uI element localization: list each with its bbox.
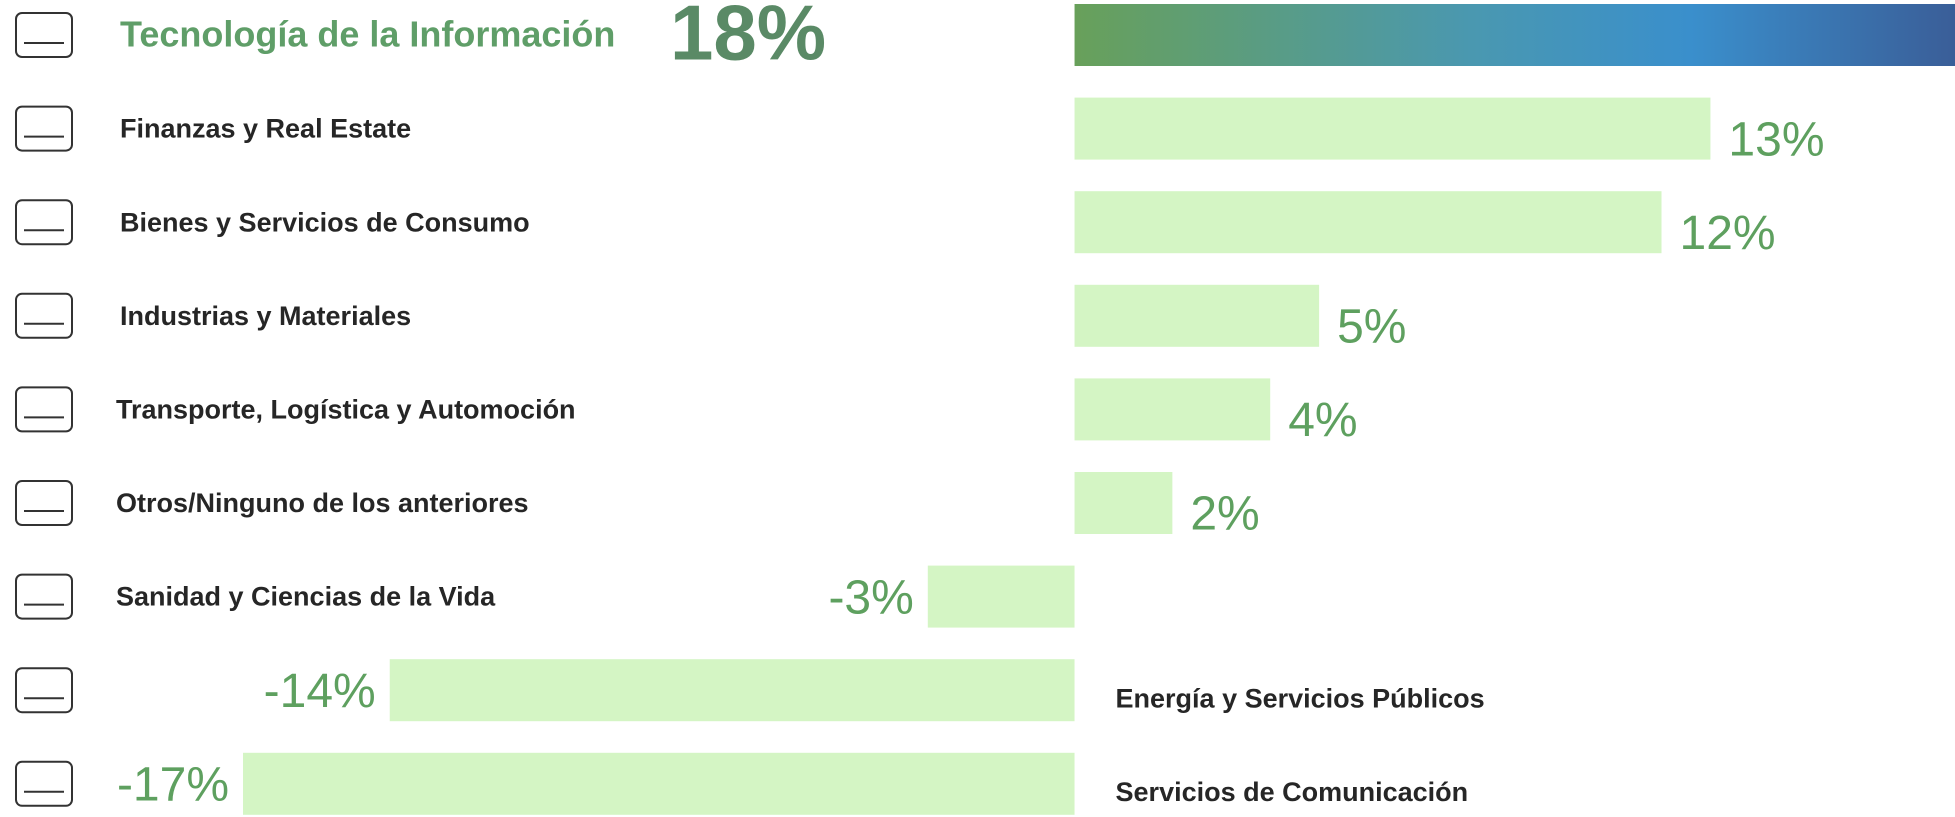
value-label: 5% <box>1337 300 1406 353</box>
category-label: Tecnología de la Información <box>120 14 615 55</box>
bar <box>927 565 1075 628</box>
value-label: 2% <box>1190 488 1259 541</box>
value-label: 4% <box>1288 394 1357 447</box>
category-label: Bienes y Servicios de Consumo <box>120 207 530 237</box>
value-label: -14% <box>264 665 376 718</box>
bar <box>1074 378 1271 441</box>
icon <box>15 573 73 620</box>
category-label: Industrias y Materiales <box>120 301 411 331</box>
bar <box>389 659 1075 722</box>
bar <box>1074 4 1955 66</box>
value-label: 12% <box>1680 207 1776 260</box>
icon <box>15 105 73 152</box>
icon <box>15 199 73 246</box>
icon <box>15 667 73 714</box>
category-label: Finanzas y Real Estate <box>120 114 411 144</box>
category-label: Otros/Ninguno de los anteriores <box>116 488 529 518</box>
bar <box>1074 472 1173 534</box>
category-label: Servicios de Comunicación <box>1116 777 1469 807</box>
bar <box>1074 97 1711 160</box>
bar <box>1074 191 1662 254</box>
bar <box>1074 284 1320 347</box>
value-label: 13% <box>1728 113 1824 166</box>
icon <box>15 12 73 58</box>
bar <box>243 752 1075 815</box>
value-label: 18% <box>670 0 826 77</box>
category-label: Sanidad y Ciencias de la Vida <box>116 582 496 612</box>
value-label: -3% <box>828 571 913 624</box>
category-label: Transporte, Logística y Automoción <box>116 395 576 425</box>
icon <box>15 386 73 433</box>
category-label: Energía y Servicios Públicos <box>1116 683 1485 713</box>
icon <box>15 292 73 339</box>
icon <box>15 760 73 807</box>
icon <box>15 480 73 526</box>
value-label: -17% <box>117 758 229 811</box>
